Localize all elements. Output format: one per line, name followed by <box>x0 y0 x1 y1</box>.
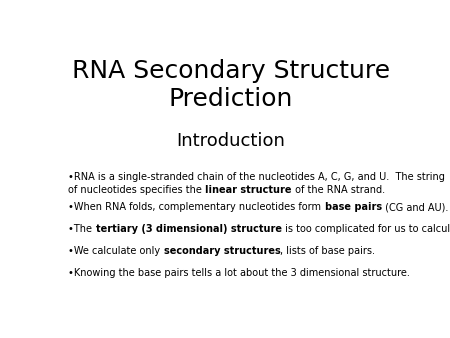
Text: •When RNA folds, complementary nucleotides form: •When RNA folds, complementary nucleotid… <box>68 202 324 212</box>
Text: Introduction: Introduction <box>176 132 285 150</box>
Text: •The: •The <box>68 224 95 234</box>
Text: tertiary (3 dimensional) structure: tertiary (3 dimensional) structure <box>95 224 282 234</box>
Text: base pairs: base pairs <box>324 202 382 212</box>
Text: is too complicated for us to calculate.: is too complicated for us to calculate. <box>282 224 450 234</box>
Text: •We calculate only: •We calculate only <box>68 246 164 256</box>
Text: linear structure: linear structure <box>206 185 292 195</box>
Text: secondary structures: secondary structures <box>164 246 280 256</box>
Text: of nucleotides specifies the: of nucleotides specifies the <box>68 185 206 195</box>
Text: •Knowing the base pairs tells a lot about the 3 dimensional structure.: •Knowing the base pairs tells a lot abou… <box>68 268 410 279</box>
Text: RNA Secondary Structure
Prediction: RNA Secondary Structure Prediction <box>72 59 390 111</box>
Text: , lists of base pairs.: , lists of base pairs. <box>280 246 375 256</box>
Text: (CG and AU).: (CG and AU). <box>382 202 448 212</box>
Text: of the RNA strand.: of the RNA strand. <box>292 185 385 195</box>
Text: •RNA is a single-stranded chain of the nucleotides A, C, G, and U.  The string: •RNA is a single-stranded chain of the n… <box>68 172 445 182</box>
